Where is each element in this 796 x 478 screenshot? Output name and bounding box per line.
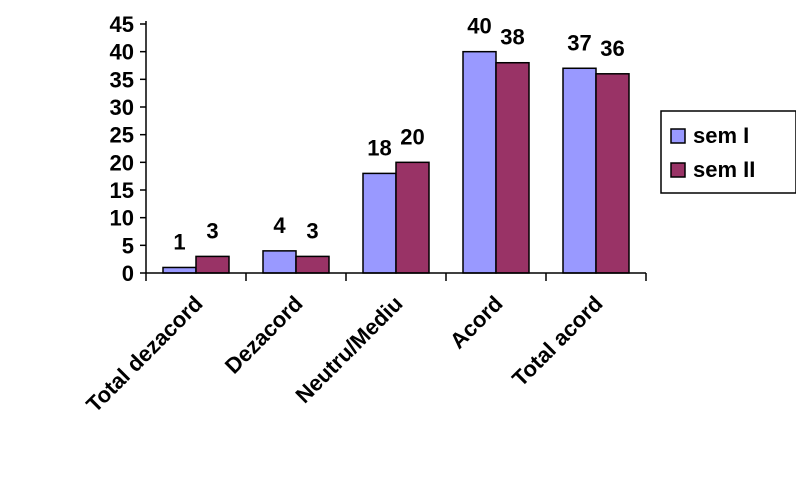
bar-sem-i-4: [562, 67, 597, 274]
x-tick-label: Acord: [445, 291, 508, 354]
x-tick-label: Dezacord: [220, 291, 308, 379]
legend: sem I sem II: [660, 110, 796, 194]
bar-sem-i-1: [262, 250, 297, 274]
y-tick-label: 0: [122, 261, 134, 286]
data-label: 40: [467, 14, 491, 39]
bar-sem-i-0: [162, 266, 197, 274]
bar-sem-i-3: [462, 50, 497, 274]
x-tick-label: Total dezacord: [81, 291, 207, 417]
data-label: 36: [600, 36, 624, 61]
bar-sem-ii-3: [495, 61, 530, 274]
data-label: 3: [306, 218, 318, 243]
legend-label-sem-i: sem I: [693, 123, 749, 148]
y-tick-label: 10: [110, 206, 134, 231]
y-tick-label: 35: [110, 67, 134, 92]
bar-sem-ii-4: [595, 73, 630, 274]
bar-sem-ii-2: [395, 161, 430, 274]
data-label: 4: [273, 213, 286, 238]
y-tick-label: 40: [110, 40, 134, 65]
data-label: 20: [400, 124, 424, 149]
data-label: 18: [367, 135, 391, 160]
legend-swatch-sem-i: [670, 128, 686, 144]
labels-layer: 1 4 18 40 37 3 3 20 38 36: [173, 14, 624, 255]
data-label: 3: [206, 218, 218, 243]
x-tick-label: Total acord: [507, 291, 607, 391]
bar-sem-ii-1: [295, 255, 330, 274]
data-label: 38: [500, 25, 524, 50]
bar-sem-i-2: [362, 172, 397, 274]
y-tick-label: 30: [110, 95, 134, 120]
data-label: 1: [173, 229, 185, 254]
legend-label-sem-ii: sem II: [693, 157, 755, 182]
y-tick-label: 15: [110, 178, 134, 203]
y-tick-label: 5: [122, 233, 134, 258]
y-tick-label: 45: [110, 12, 134, 37]
y-tick-label: 20: [110, 150, 134, 175]
bar-sem-ii-0: [195, 255, 230, 274]
data-label: 37: [567, 30, 591, 55]
y-tick-label: 25: [110, 123, 134, 148]
legend-swatch-sem-ii: [670, 162, 686, 178]
bars-layer: [162, 50, 630, 274]
legend-box: [660, 110, 796, 194]
x-tick-label: Neutru/Mediu: [290, 291, 407, 408]
